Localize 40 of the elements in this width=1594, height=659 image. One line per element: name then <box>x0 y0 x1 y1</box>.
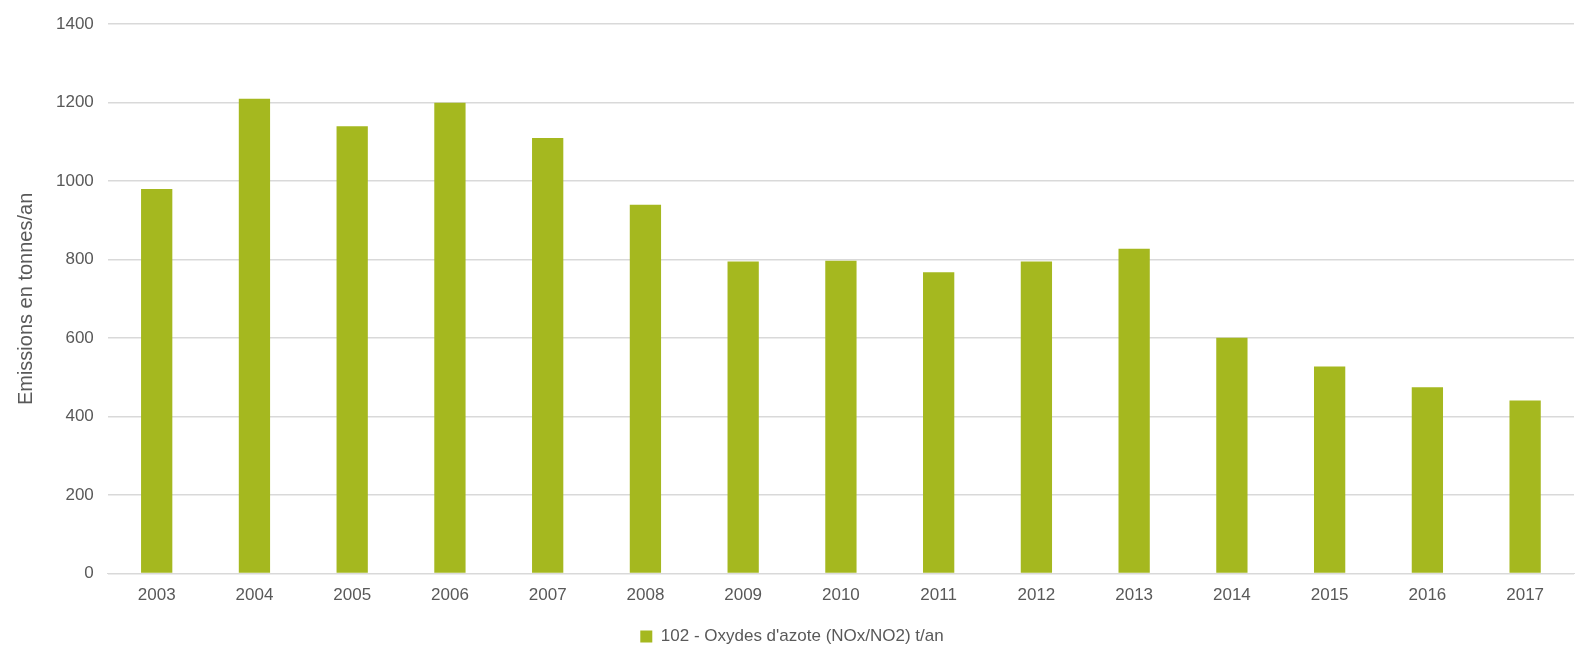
bar <box>1118 248 1150 573</box>
x-tick-label: 2004 <box>235 585 274 605</box>
x-tick-label: 2003 <box>137 585 176 605</box>
y-tick-label: 600 <box>65 327 94 347</box>
x-tick-label: 2016 <box>1408 585 1447 605</box>
x-tick-label: 2009 <box>724 585 763 605</box>
y-tick-label: 1000 <box>55 170 94 190</box>
bar <box>336 126 368 573</box>
y-tick-label: 200 <box>65 484 94 504</box>
x-tick-label: 2006 <box>431 585 469 605</box>
x-tick-label: 2005 <box>333 585 372 605</box>
x-tick-label: 2014 <box>1212 585 1251 605</box>
x-tick-label: 2011 <box>920 585 957 605</box>
y-tick-label: 1200 <box>55 92 94 112</box>
y-tick-label: 0 <box>84 563 94 583</box>
bar <box>727 261 759 573</box>
bar <box>1509 400 1541 573</box>
bar <box>1411 387 1444 573</box>
x-tick-label: 2015 <box>1310 585 1349 605</box>
bar <box>629 204 662 573</box>
bar <box>434 102 466 573</box>
bar <box>238 98 271 573</box>
x-tick-label: 2010 <box>822 585 860 605</box>
bar <box>1314 366 1346 573</box>
x-tick-label: 2013 <box>1115 585 1154 605</box>
bar <box>825 260 857 573</box>
bar <box>532 138 564 573</box>
x-tick-label: 2008 <box>626 585 665 605</box>
bar <box>141 189 173 573</box>
bar <box>1216 337 1248 573</box>
x-tick-label: 2012 <box>1017 585 1056 605</box>
y-axis-title: Emissions en tonnes/an <box>13 192 36 406</box>
y-tick-label: 800 <box>65 249 94 269</box>
legend-label: 102 - Oxydes d'azote (NOx/NO2) t/an <box>660 626 944 646</box>
x-tick-label: 2007 <box>528 585 567 605</box>
x-tick-label: 2017 <box>1506 585 1545 605</box>
y-tick-label: 400 <box>65 406 94 426</box>
y-tick-label: 1400 <box>55 13 94 33</box>
bar <box>923 272 955 573</box>
bar <box>1020 261 1053 573</box>
